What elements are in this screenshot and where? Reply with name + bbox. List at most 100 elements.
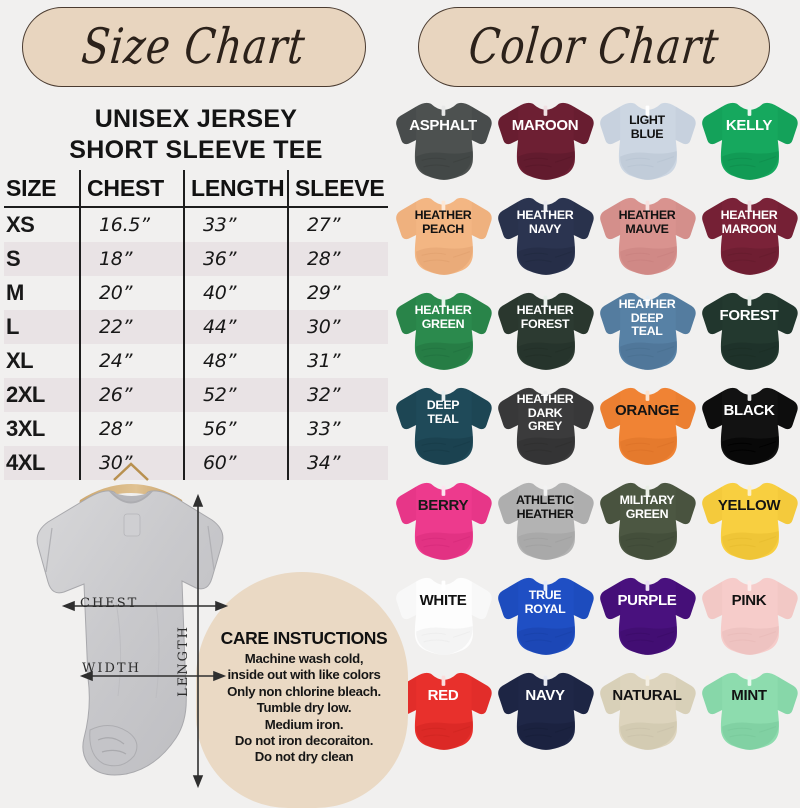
color-swatch-heather-peach[interactable]: HEATHER PEACH xyxy=(392,187,494,282)
color-swatch-grid: ASPHALT MAROON LIGHT BLUE KELLY HEATHER PEACH H… xyxy=(392,92,800,757)
color-swatch-mint[interactable]: MINT xyxy=(698,662,800,757)
tshirt-shape xyxy=(498,672,594,750)
measure-label-length: LENGTH xyxy=(176,625,191,697)
color-swatch-forest[interactable]: FOREST xyxy=(698,282,800,377)
size-chart-banner-title: Size Chart xyxy=(79,18,309,76)
tshirt-shape xyxy=(702,292,798,370)
size-table: SIZE CHEST LENGTH SLEEVE XS 16.5” 33” 27” S 1… xyxy=(4,170,388,480)
tshirt-shape xyxy=(396,387,492,465)
collar-tag xyxy=(747,580,752,591)
collar-tag xyxy=(543,390,548,401)
cell-sleeve: 27” xyxy=(287,207,388,242)
tshirt-shape xyxy=(498,387,594,465)
color-swatch-true-royal[interactable]: TRUE ROYAL xyxy=(494,567,596,662)
care-instruction-line: Do not dry clean xyxy=(254,749,354,765)
color-chart-banner: Color Chart xyxy=(418,7,770,87)
color-swatch-purple[interactable]: PURPLE xyxy=(596,567,698,662)
tshirt-shape xyxy=(498,197,594,275)
cell-length: 44” xyxy=(183,310,288,344)
tshirt-shape xyxy=(498,577,594,655)
collar-tag xyxy=(645,485,650,496)
color-swatch-heather-deep-teal[interactable]: HEATHER DEEP TEAL xyxy=(596,282,698,377)
size-table-row: L 22” 44” 30” xyxy=(4,310,388,344)
color-swatch-light-blue[interactable]: LIGHT BLUE xyxy=(596,92,698,187)
collar-tag xyxy=(441,390,446,401)
measure-label-chest: CHEST xyxy=(80,596,139,611)
tshirt-shape xyxy=(396,482,492,560)
cell-chest: 16.5” xyxy=(79,207,184,242)
color-swatch-yellow[interactable]: YELLOW xyxy=(698,472,800,567)
size-table-head: SIZE CHEST LENGTH SLEEVE xyxy=(4,170,388,208)
color-chart-panel: Color Chart ASPHALT MAROON LIGHT BLUE KELLY H… xyxy=(392,0,800,800)
collar-tag xyxy=(645,675,650,686)
care-instruction-line: Only non chlorine bleach. xyxy=(227,683,381,699)
color-swatch-heather-mauve[interactable]: HEATHER MAUVE xyxy=(596,187,698,282)
tshirt-shape xyxy=(396,577,492,655)
tshirt-shape xyxy=(702,387,798,465)
color-swatch-heather-navy[interactable]: HEATHER NAVY xyxy=(494,187,596,282)
color-swatch-pink[interactable]: PINK xyxy=(698,567,800,662)
color-swatch-heather-forest[interactable]: HEATHER FOREST xyxy=(494,282,596,377)
cell-size: 2XL xyxy=(4,378,80,412)
column-header-size: SIZE xyxy=(4,170,80,208)
collar-tag xyxy=(441,675,446,686)
tshirt-shape xyxy=(396,102,492,180)
color-swatch-military-green[interactable]: MILITARY GREEN xyxy=(596,472,698,567)
tshirt-shape xyxy=(396,672,492,750)
collar-tag xyxy=(645,200,650,211)
tshirt-shape xyxy=(702,197,798,275)
collar-tag xyxy=(645,390,650,401)
tshirt-measurement-illustration xyxy=(6,452,256,800)
collar-tag xyxy=(441,200,446,211)
color-swatch-berry[interactable]: BERRY xyxy=(392,472,494,567)
color-swatch-kelly[interactable]: KELLY xyxy=(698,92,800,187)
cell-size: XL xyxy=(6,348,34,373)
cell-length: 60” xyxy=(183,446,288,480)
size-table-row: 3XL 28” 56” 33” xyxy=(4,412,388,446)
tshirt-shape xyxy=(600,577,696,655)
collar-tag xyxy=(645,105,650,116)
cell-size: M xyxy=(6,280,24,305)
size-table-row: 4XL 30” 60” 34” xyxy=(4,446,388,480)
care-instruction-line: Do not iron decoraiton. xyxy=(234,733,374,749)
product-subtitle: UNISEX JERSEY SHORT SLEEVE TEE xyxy=(0,104,392,166)
collar-tag xyxy=(441,105,446,116)
cell-length: 52” xyxy=(183,378,288,412)
color-swatch-heather-dark-grey[interactable]: HEATHER DARK GREY xyxy=(494,377,596,472)
tshirt-shape xyxy=(396,197,492,275)
tshirt-shape xyxy=(702,577,798,655)
color-swatch-deep-teal[interactable]: DEEP TEAL xyxy=(392,377,494,472)
collar-tag xyxy=(543,675,548,686)
tshirt-shape xyxy=(702,672,798,750)
care-instructions-title: CARE INSTUCTIONS xyxy=(220,628,388,648)
collar-tag xyxy=(543,105,548,116)
collar-tag xyxy=(543,295,548,306)
tshirt-shape xyxy=(600,387,696,465)
cell-chest: 28” xyxy=(79,412,184,446)
cell-sleeve: 28” xyxy=(287,242,388,276)
cell-chest: 20” xyxy=(79,276,184,310)
color-swatch-maroon[interactable]: MAROON xyxy=(494,92,596,187)
collar-tag xyxy=(747,675,752,686)
cell-length: 56” xyxy=(183,412,288,446)
cell-length: 40” xyxy=(183,276,288,310)
color-swatch-navy[interactable]: NAVY xyxy=(494,662,596,757)
cell-size: 3XL xyxy=(6,416,45,441)
collar-tag xyxy=(747,295,752,306)
collar-tag xyxy=(747,485,752,496)
color-swatch-white[interactable]: WHITE xyxy=(392,567,494,662)
color-swatch-heather-green[interactable]: HEATHER GREEN xyxy=(392,282,494,377)
color-swatch-heather-maroon[interactable]: HEATHER MAROON xyxy=(698,187,800,282)
color-swatch-asphalt[interactable]: ASPHALT xyxy=(392,92,494,187)
color-swatch-natural[interactable]: NATURAL xyxy=(596,662,698,757)
tshirt-shape xyxy=(498,482,594,560)
care-instructions-background xyxy=(196,572,408,808)
color-swatch-athletic-heather[interactable]: ATHLETIC HEATHER xyxy=(494,472,596,567)
care-instruction-line: Medium iron. xyxy=(264,716,344,732)
collar-tag xyxy=(441,295,446,306)
cell-sleeve: 32” xyxy=(287,378,388,412)
care-instructions: CARE INSTUCTIONS Machine wash cold, insid… xyxy=(214,628,394,766)
color-swatch-black[interactable]: BLACK xyxy=(698,377,800,472)
color-swatch-orange[interactable]: ORANGE xyxy=(596,377,698,472)
size-table-row: 2XL 26” 52” 32” xyxy=(4,378,388,412)
